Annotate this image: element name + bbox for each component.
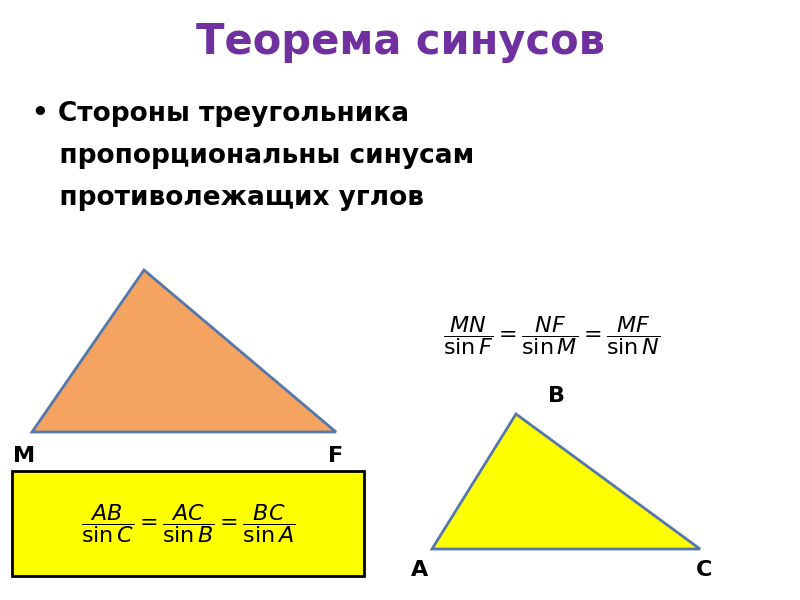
- FancyBboxPatch shape: [12, 471, 364, 576]
- Text: пропорциональны синусам: пропорциональны синусам: [32, 143, 474, 169]
- Text: M: M: [13, 446, 35, 466]
- Polygon shape: [32, 270, 336, 432]
- Text: A: A: [411, 560, 429, 580]
- Polygon shape: [432, 414, 700, 549]
- Text: B: B: [547, 386, 565, 406]
- Text: F: F: [329, 446, 343, 466]
- Text: $\dfrac{MN}{\sin F} = \dfrac{NF}{\sin M} = \dfrac{MF}{\sin N}$: $\dfrac{MN}{\sin F} = \dfrac{NF}{\sin M}…: [443, 314, 661, 358]
- Text: C: C: [696, 560, 712, 580]
- Text: Теорема синусов: Теорема синусов: [195, 21, 605, 63]
- Text: $\dfrac{AB}{\sin C} = \dfrac{AC}{\sin B} = \dfrac{BC}{\sin A}$: $\dfrac{AB}{\sin C} = \dfrac{AC}{\sin B}…: [81, 502, 295, 545]
- Text: • Стороны треугольника: • Стороны треугольника: [32, 101, 409, 127]
- Text: противолежащих углов: противолежащих углов: [32, 185, 424, 211]
